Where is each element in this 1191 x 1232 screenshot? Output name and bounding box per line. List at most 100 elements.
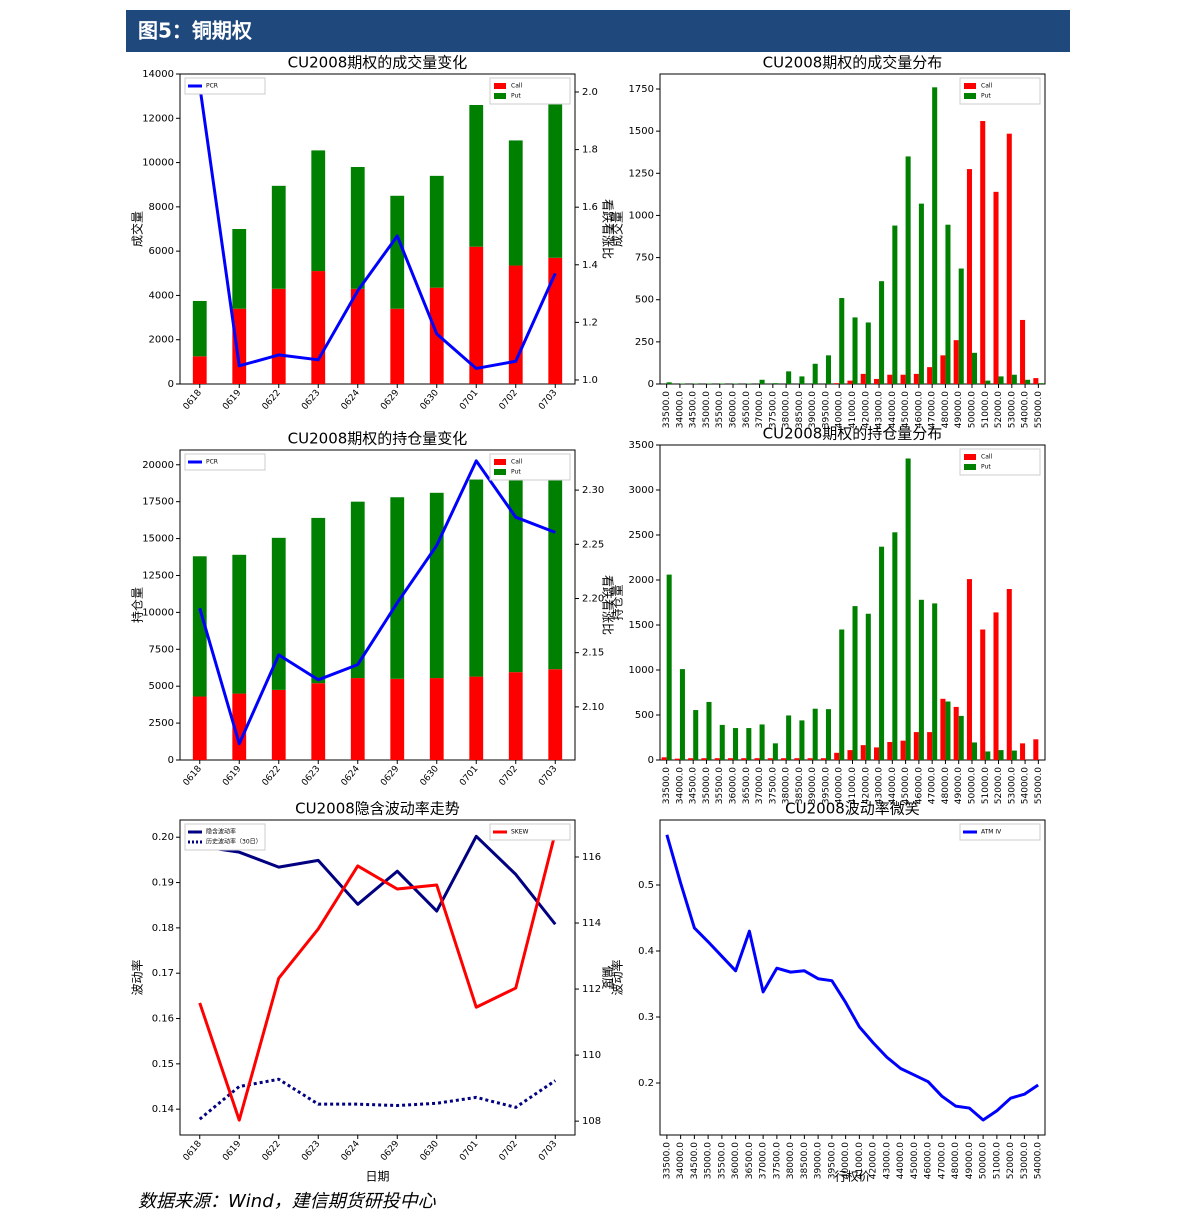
y-tick-label: 12500 [142, 570, 174, 581]
y-tick-label: 0.16 [152, 1014, 174, 1025]
y-tick-label: 500 [635, 710, 654, 721]
bar [192, 556, 207, 697]
x-tick-label: 52000.0 [994, 767, 1004, 804]
bar [887, 742, 893, 760]
bar [786, 715, 792, 760]
bar [807, 758, 813, 760]
bar [1033, 739, 1039, 760]
x-tick-label: 35000.0 [702, 391, 712, 428]
y2-tick-label: 110 [582, 1050, 601, 1061]
y-tick-label: 8000 [149, 202, 174, 213]
x-tick-label: 36500.0 [745, 1142, 755, 1179]
bar [688, 758, 694, 760]
x-tick-label: 34500.0 [689, 767, 699, 804]
x-axis-label: 日期 [365, 1170, 389, 1184]
chart-title: CU2008波动率微笑 [785, 800, 920, 818]
bar [469, 479, 484, 677]
y-tick-label: 0.15 [152, 1059, 174, 1070]
bar [927, 732, 933, 760]
bar [971, 352, 978, 384]
x-tick-label: 37000.0 [755, 391, 765, 428]
legend-swatch [964, 464, 976, 470]
bar [834, 383, 840, 384]
y2-tick-label: 112 [582, 984, 601, 995]
bar [271, 185, 286, 289]
y2-tick-label: 2.15 [582, 648, 604, 659]
x-tick-label: 52000.0 [1006, 1142, 1016, 1179]
y-tick-label: 2500 [149, 718, 174, 729]
bar [232, 229, 247, 309]
bar [271, 537, 286, 690]
chart-title: CU2008期权的成交量变化 [288, 54, 468, 72]
x-tick-label: 0618 [182, 764, 205, 788]
x-tick-label: 47000.0 [928, 391, 938, 428]
x-tick-label: 0702 [498, 764, 520, 788]
x-tick-label: 38500.0 [795, 391, 805, 428]
line [665, 834, 1039, 1122]
x-tick-label: 53000.0 [1020, 1142, 1030, 1179]
x-tick-label: 43000.0 [875, 767, 885, 804]
bar [958, 715, 964, 760]
source-note: 数据来源：Wind，建信期货研投中心 [138, 1191, 437, 1212]
bar [508, 672, 523, 760]
y-tick-label: 12000 [142, 113, 174, 124]
x-tick-label: 38000.0 [786, 1142, 796, 1179]
bar [679, 669, 685, 760]
bar [548, 669, 563, 760]
bar [674, 758, 680, 760]
legend-box [489, 77, 571, 105]
x-tick-label: 0623 [300, 388, 322, 412]
legend-swatch [494, 93, 506, 99]
line [199, 834, 557, 926]
x-tick-label: 34000.0 [675, 767, 685, 804]
x-tick-label: 37500.0 [772, 1142, 782, 1179]
bar [192, 300, 207, 357]
y-tick-label: 0.19 [152, 878, 174, 889]
legend-swatch [964, 83, 976, 89]
y-tick-label: 0.18 [152, 923, 174, 934]
x-tick-label: 34500.0 [690, 1142, 700, 1179]
bar [350, 167, 365, 289]
x-tick-label: 0630 [419, 388, 442, 412]
y-tick-label: 6000 [149, 246, 174, 257]
x-tick-label: 39500.0 [821, 391, 831, 428]
bar [1033, 378, 1039, 384]
bar [192, 356, 207, 384]
x-tick-label: 45000.0 [901, 767, 911, 804]
chart-title: CU2008期权的持仓量分布 [763, 425, 943, 443]
x-tick-label: 33500.0 [662, 391, 672, 428]
chart-title: CU2008期权的成交量分布 [763, 54, 943, 72]
plot-frame [179, 819, 576, 1136]
bar [271, 689, 286, 760]
bar [865, 322, 871, 384]
x-tick-label: 40000.0 [835, 767, 845, 804]
bar [693, 383, 699, 384]
bar [754, 758, 760, 760]
x-tick-label: 54000.0 [1021, 767, 1031, 804]
x-tick-label: 55000.0 [1034, 767, 1044, 804]
y2-axis-label: 偏度 [601, 965, 616, 989]
y-tick-label: 500 [635, 295, 654, 306]
bar [927, 367, 933, 384]
bar [839, 629, 845, 760]
bar [429, 175, 444, 288]
line [198, 1077, 557, 1121]
x-tick-label: 46000.0 [924, 1142, 934, 1179]
chart-title: CU2008期权的持仓量变化 [288, 430, 468, 448]
y2-tick-label: 2.20 [582, 593, 604, 604]
x-tick-label: 44000.0 [888, 391, 898, 428]
bar [719, 724, 725, 760]
legend-label: Call [981, 454, 993, 461]
bar [874, 747, 880, 760]
bar [232, 554, 247, 694]
bar [390, 195, 405, 309]
bar [860, 373, 866, 384]
bar [865, 613, 871, 760]
y-tick-label: 3000 [629, 485, 654, 496]
y-tick-label: 750 [635, 253, 654, 264]
legend-label: Put [981, 93, 991, 100]
bar [932, 603, 938, 760]
bar [860, 745, 866, 760]
y-tick-label: 14000 [142, 69, 174, 80]
